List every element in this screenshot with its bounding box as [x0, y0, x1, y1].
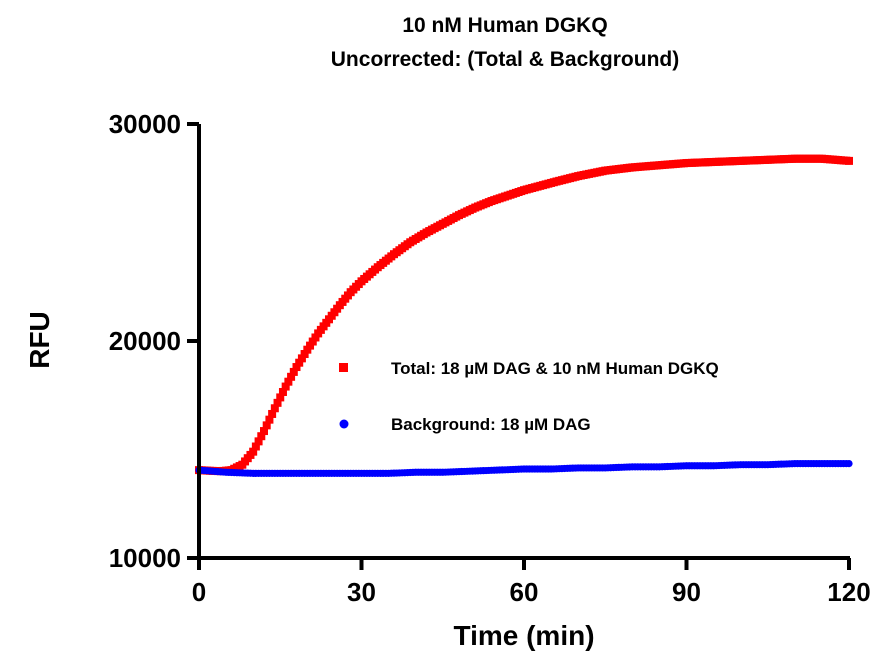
x-tick-label: 30: [347, 577, 376, 607]
data-point: [289, 367, 298, 376]
x-tick-label: 60: [510, 577, 539, 607]
data-point: [260, 427, 268, 436]
data-point: [284, 377, 293, 386]
data-point: [287, 372, 296, 381]
data-point: [308, 337, 317, 346]
data-point: [281, 382, 290, 391]
data-point: [278, 387, 287, 396]
plot-area: [195, 154, 853, 477]
data-point: [311, 333, 320, 342]
y-axis-label: RFU: [24, 311, 55, 369]
series-total: [195, 154, 853, 476]
data-point: [270, 404, 279, 413]
data-point: [249, 447, 258, 456]
y-tick-label: 20000: [109, 326, 181, 356]
legend-item-background: Background: 18 µM DAG: [339, 415, 591, 434]
data-point: [845, 460, 853, 468]
x-tick-label: 120: [827, 577, 870, 607]
legend-marker: [339, 419, 349, 429]
x-axis-label: Time (min): [453, 620, 594, 651]
legend-marker: [339, 363, 348, 372]
legend-item-total: Total: 18 µM DAG & 10 nM Human DGKQ: [339, 359, 719, 378]
data-point: [297, 354, 306, 363]
x-tick-label: 0: [192, 577, 206, 607]
y-tick-label: 30000: [109, 109, 181, 139]
data-point: [295, 358, 304, 367]
data-point: [300, 350, 309, 359]
data-point: [845, 156, 853, 165]
x-tick-label: 90: [672, 577, 701, 607]
data-point: [268, 409, 277, 418]
data-point: [265, 415, 274, 424]
data-point: [303, 345, 312, 354]
data-point: [306, 341, 315, 350]
legend-label: Total: 18 µM DAG & 10 nM Human DGKQ: [391, 359, 719, 378]
data-point: [273, 398, 282, 407]
data-point: [254, 437, 263, 446]
y-tick-label: 10000: [109, 543, 181, 573]
chart-title: 10 nM Human DGKQ: [402, 14, 607, 37]
axis-ticks: 0 30 60 90 120 10000 20000 30000: [109, 109, 871, 607]
series-background: [195, 460, 853, 477]
legend-label: Background: 18 µM DAG: [391, 415, 591, 434]
data-point: [257, 432, 266, 441]
data-point: [276, 393, 285, 402]
data-point: [292, 363, 301, 372]
chart-subtitle: Uncorrected: (Total & Background): [331, 48, 679, 71]
legend: Total: 18 µM DAG & 10 nM Human DGKQ Backg…: [339, 359, 719, 434]
data-point: [262, 421, 271, 430]
data-point: [251, 442, 260, 451]
